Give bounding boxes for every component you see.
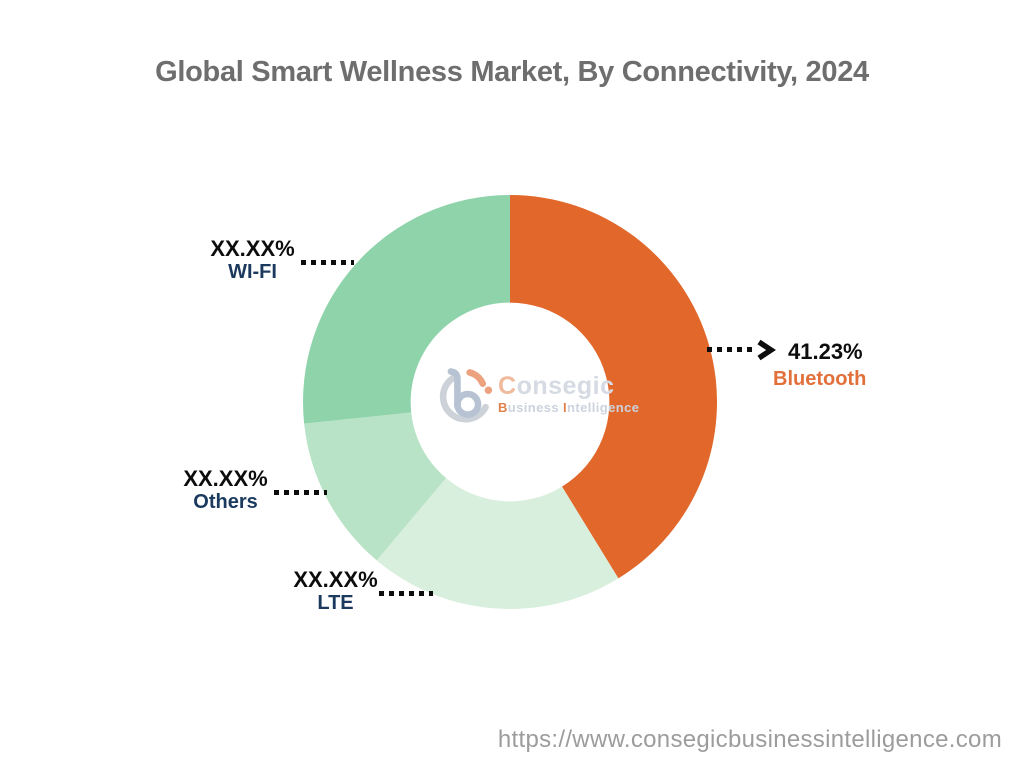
source-url: https://www.consegicbusinessintelligence… [497,726,1002,753]
others-name-label: Others [193,491,258,514]
donut-segment-bluetooth [510,195,717,579]
others-value-label: XX.XX% [183,466,268,491]
lte-value-label: XX.XX% [293,567,378,592]
arrow-right-icon [757,339,776,361]
bluetooth-leader-line [707,347,754,352]
consegic-logo-icon [439,368,493,423]
consegic-brand-name: Consegic [498,372,615,400]
callout-wifi: XX.XX% WI-FI [195,236,310,284]
wifi-leader-line [301,260,354,265]
donut-segment-lte [376,478,619,609]
callout-bluetooth-value: 41.23% [788,339,878,364]
donut-chart-svg [303,195,717,609]
callout-bluetooth-name: Bluetooth [773,368,883,391]
callout-lte: XX.XX% LTE [278,567,393,615]
donut-segment-wi-fi [303,195,510,424]
lte-leader-line [379,591,433,596]
donut-chart [303,195,717,609]
chart-title: Global Smart Wellness Market, By Connect… [155,56,869,88]
consegic-logo-text: Consegic Business Intelligence [498,372,640,415]
consegic-tagline: Business Intelligence [498,400,640,415]
lte-name-label: LTE [317,592,354,615]
wifi-name-label: WI-FI [228,261,277,284]
wifi-value-label: XX.XX% [210,236,295,261]
others-leader-line [274,490,327,495]
bluetooth-name-label: Bluetooth [773,368,867,390]
consegic-watermark: Consegic Business Intelligence [434,360,639,428]
bluetooth-value-label: 41.23% [788,339,863,364]
callout-others: XX.XX% Others [168,466,283,514]
donut-segment-others [304,412,447,561]
